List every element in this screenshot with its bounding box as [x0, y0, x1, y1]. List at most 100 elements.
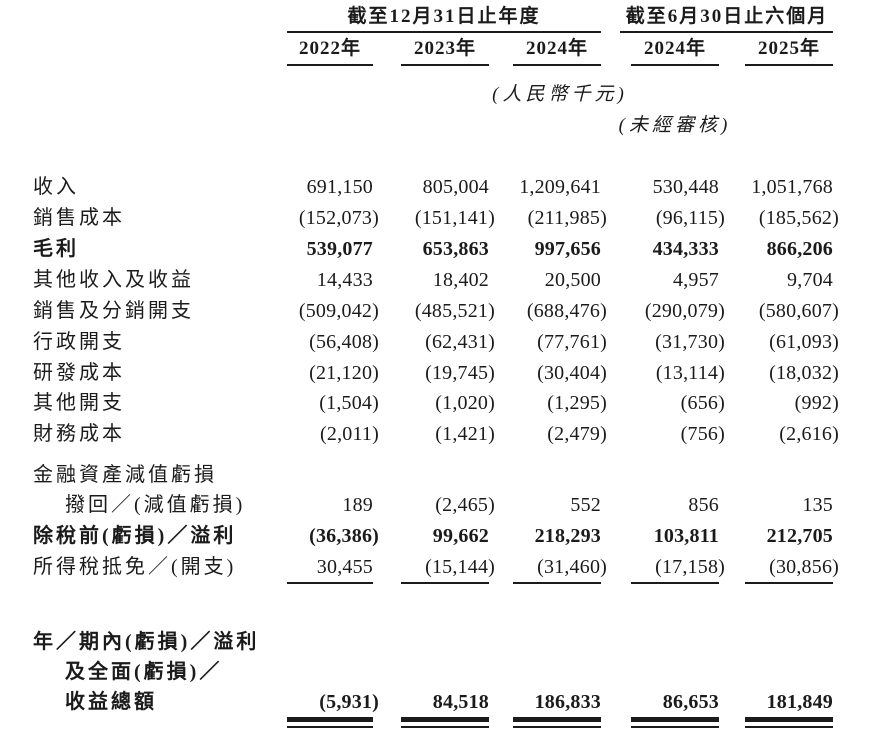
cell-value: 212,705 [766, 525, 833, 547]
subtotal-rule [513, 582, 601, 584]
subtotal-rule [631, 582, 719, 584]
cell-value: (17,158) [655, 556, 725, 578]
total-rule-thin [287, 726, 373, 728]
year-column-header: 2024年 [643, 38, 706, 59]
row-label: 其他收入及收益 [33, 269, 194, 291]
year-column-header: 2022年 [298, 38, 361, 59]
total-rule-thin [401, 726, 489, 728]
cell-value: 18,402 [432, 269, 489, 291]
year-column-rule [631, 64, 719, 66]
cell-value: 653,863 [422, 238, 489, 260]
cell-value: (21,120) [309, 362, 379, 384]
row-label: 年／期內(虧損)／溢利 [33, 631, 260, 653]
period-group-title-interim: 截至6月30日止六個月 [625, 6, 829, 27]
row-label: 所得稅抵免／(開支) [33, 556, 237, 578]
cell-value: 14,433 [316, 269, 373, 291]
row-label: 撥回／(減值虧損) [65, 494, 246, 516]
cell-value: 866,206 [766, 238, 833, 260]
row-label: 研發成本 [33, 362, 125, 384]
cell-value: (31,460) [537, 556, 607, 578]
cell-value: (1,421) [435, 423, 495, 445]
row-label: 銷售及分銷開支 [33, 300, 194, 322]
cell-value: 997,656 [534, 238, 601, 260]
cell-value: (30,404) [537, 362, 607, 384]
cell-value: (62,431) [425, 331, 495, 353]
row-label: 及全面(虧損)／ [65, 661, 223, 683]
cell-value: (992) [794, 392, 839, 414]
cell-value: 20,500 [544, 269, 601, 291]
cell-value: 691,150 [306, 176, 373, 198]
cell-value: (2,011) [320, 423, 379, 445]
subtotal-rule [745, 582, 833, 584]
total-rule-thin [631, 726, 719, 728]
row-label: 銷售成本 [33, 207, 125, 229]
group-rule-annual [287, 31, 601, 33]
cell-value: 1,051,768 [751, 176, 833, 198]
cell-value: (2,616) [779, 423, 839, 445]
cell-value: 84,518 [432, 691, 489, 713]
audit-note: (未經審核) [618, 115, 732, 136]
cell-value: (152,073) [298, 207, 379, 229]
cell-value: (13,114) [655, 362, 725, 384]
cell-value: (688,476) [526, 300, 607, 322]
group-rule-interim [620, 31, 833, 33]
total-rule-thick [745, 717, 833, 722]
cell-value: 30,455 [316, 556, 373, 578]
cell-value: (185,562) [758, 207, 839, 229]
row-label: 除稅前(虧損)／溢利 [33, 525, 237, 547]
row-label: 行政開支 [33, 331, 125, 353]
currency-note: (人民幣千元) [492, 84, 628, 105]
cell-value: (509,042) [298, 300, 379, 322]
cell-value: 805,004 [422, 176, 489, 198]
cell-value: (56,408) [309, 331, 379, 353]
cell-value: (1,020) [435, 392, 495, 414]
cell-value: 186,833 [534, 691, 601, 713]
cell-value: 4,957 [673, 269, 719, 291]
cell-value: (1,295) [547, 392, 607, 414]
cell-value: (61,093) [769, 331, 839, 353]
cell-value: (756) [680, 423, 725, 445]
cell-value: 218,293 [534, 525, 601, 547]
year-column-header: 2024年 [525, 38, 588, 59]
cell-value: (18,032) [769, 362, 839, 384]
cell-value: 103,811 [653, 525, 719, 547]
total-rule-thick [631, 717, 719, 722]
subtotal-rule [287, 582, 373, 584]
cell-value: (31,730) [655, 331, 725, 353]
cell-value: (2,479) [547, 423, 607, 445]
cell-value: (36,386) [309, 525, 379, 547]
cell-value: (151,141) [414, 207, 495, 229]
row-label: 收益總額 [65, 691, 157, 713]
year-column-header: 2025年 [757, 38, 820, 59]
row-label: 毛利 [33, 238, 79, 260]
subtotal-rule [401, 582, 489, 584]
cell-value: (2,465) [435, 494, 495, 516]
cell-value: 135 [802, 494, 833, 516]
cell-value: (96,115) [655, 207, 725, 229]
cell-value: (15,144) [425, 556, 495, 578]
year-column-header: 2023年 [413, 38, 476, 59]
cell-value: 99,662 [432, 525, 489, 547]
year-column-rule [513, 64, 601, 66]
cell-value: 530,448 [652, 176, 719, 198]
cell-value: 1,209,641 [519, 176, 601, 198]
cell-value: 552 [570, 494, 601, 516]
cell-value: (656) [680, 392, 725, 414]
year-column-rule [401, 64, 489, 66]
cell-value: 189 [342, 494, 373, 516]
cell-value: (30,856) [769, 556, 839, 578]
cell-value: (1,504) [319, 392, 379, 414]
row-label: 財務成本 [33, 423, 125, 445]
row-label: 收入 [33, 176, 79, 198]
year-column-rule [745, 64, 833, 66]
row-label: 金融資產減值虧損 [33, 464, 217, 486]
total-rule-thick [401, 717, 489, 722]
cell-value: 9,704 [787, 269, 833, 291]
total-rule-thick [287, 717, 373, 722]
total-rule-thin [745, 726, 833, 728]
cell-value: (290,079) [644, 300, 725, 322]
total-rule-thick [513, 717, 601, 722]
year-column-rule [287, 64, 373, 66]
cell-value: 181,849 [766, 691, 833, 713]
